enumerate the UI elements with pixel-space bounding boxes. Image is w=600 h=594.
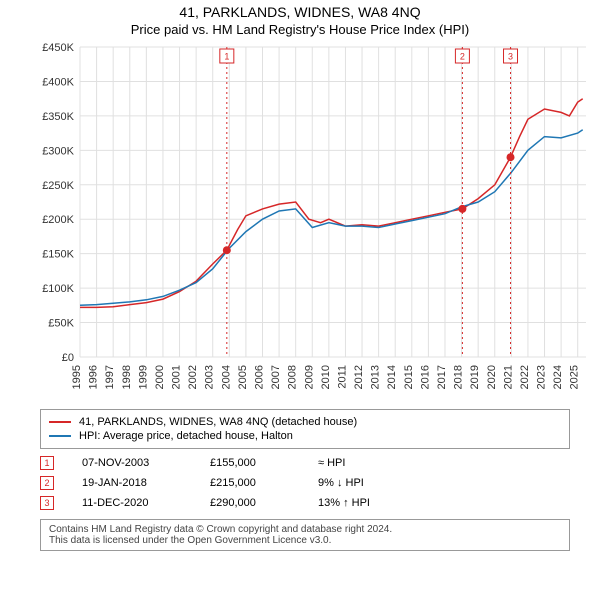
x-tick-label: 2020 <box>486 365 498 389</box>
sales-date: 07-NOV-2003 <box>82 457 182 469</box>
legend-label: HPI: Average price, detached house, Halt… <box>79 430 293 442</box>
sales-num-box: 2 <box>40 476 54 490</box>
y-tick-label: £50K <box>48 318 74 330</box>
y-tick-label: £400K <box>42 76 74 88</box>
x-tick-label: 2004 <box>220 365 232 389</box>
sales-table: 1 07-NOV-2003 £155,000 ≈ HPI 2 19-JAN-2018 £21… <box>40 453 570 513</box>
sales-price: £290,000 <box>210 497 290 509</box>
x-tick-label: 2005 <box>237 365 249 389</box>
x-tick-label: 2016 <box>419 365 431 389</box>
attribution-box: Contains HM Land Registry data © Crown c… <box>40 519 570 551</box>
x-tick-label: 2014 <box>386 365 398 389</box>
sales-row: 3 11-DEC-2020 £290,000 13% ↑ HPI <box>40 493 570 513</box>
x-tick-label: 2019 <box>469 365 481 389</box>
chart-title: 41, PARKLANDS, WIDNES, WA8 4NQ <box>0 4 600 20</box>
sales-num-box: 1 <box>40 456 54 470</box>
legend-row: HPI: Average price, detached house, Halt… <box>49 430 561 442</box>
legend-row: 41, PARKLANDS, WIDNES, WA8 4NQ (detached… <box>49 416 561 428</box>
x-tick-label: 2003 <box>204 365 216 389</box>
x-tick-label: 2010 <box>320 365 332 389</box>
y-tick-label: £0 <box>62 352 74 364</box>
x-tick-label: 2006 <box>253 365 265 389</box>
x-tick-label: 2025 <box>569 365 581 389</box>
x-tick-label: 2021 <box>502 365 514 389</box>
x-tick-label: 2024 <box>552 365 564 389</box>
legend-swatch <box>49 435 71 437</box>
sales-row: 1 07-NOV-2003 £155,000 ≈ HPI <box>40 453 570 473</box>
legend: 41, PARKLANDS, WIDNES, WA8 4NQ (detached… <box>40 409 570 449</box>
y-tick-label: £100K <box>42 283 74 295</box>
x-tick-label: 2018 <box>453 365 465 389</box>
x-tick-label: 2022 <box>519 365 531 389</box>
sales-price: £155,000 <box>210 457 290 469</box>
x-tick-label: 2002 <box>187 365 199 389</box>
sale-marker-num: 3 <box>508 51 513 61</box>
x-tick-label: 2015 <box>403 365 415 389</box>
sales-vs-hpi: 13% ↑ HPI <box>318 497 408 509</box>
legend-label: 41, PARKLANDS, WIDNES, WA8 4NQ (detached… <box>79 416 357 428</box>
sales-vs-hpi: ≈ HPI <box>318 457 408 469</box>
x-tick-label: 2023 <box>536 365 548 389</box>
sales-price: £215,000 <box>210 477 290 489</box>
y-tick-label: £450K <box>42 42 74 54</box>
x-tick-label: 1995 <box>71 365 83 389</box>
y-tick-label: £250K <box>42 180 74 192</box>
sales-row: 2 19-JAN-2018 £215,000 9% ↓ HPI <box>40 473 570 493</box>
x-tick-label: 1998 <box>121 365 133 389</box>
legend-swatch <box>49 421 71 423</box>
sale-dot <box>507 153 515 161</box>
sales-num-box: 3 <box>40 496 54 510</box>
y-tick-label: £300K <box>42 145 74 157</box>
plot-area: £0 £50K £100K £150K £200K £250K £300K £350K £400… <box>36 41 596 401</box>
x-tick-label: 2009 <box>303 365 315 389</box>
x-tick-label: 2001 <box>171 365 183 389</box>
sales-date: 19-JAN-2018 <box>82 477 182 489</box>
x-tick-label: 2008 <box>287 365 299 389</box>
y-tick-label: £200K <box>42 214 74 226</box>
y-tick-label: £150K <box>42 249 74 261</box>
sales-vs-hpi: 9% ↓ HPI <box>318 477 408 489</box>
x-tick-label: 1999 <box>137 365 149 389</box>
sale-marker-num: 1 <box>224 51 229 61</box>
x-tick-label: 2000 <box>154 365 166 389</box>
sales-date: 11-DEC-2020 <box>82 497 182 509</box>
chart-svg: £0 £50K £100K £150K £200K £250K £300K £350K £400… <box>36 41 596 401</box>
x-tick-label: 2012 <box>353 365 365 389</box>
x-tick-label: 2011 <box>336 365 348 389</box>
x-tick-label: 2013 <box>370 365 382 389</box>
series-property <box>80 99 583 308</box>
x-tick-label: 1997 <box>104 365 116 389</box>
attribution-line-2: This data is licensed under the Open Gov… <box>49 535 561 546</box>
x-tick-label: 2007 <box>270 365 282 389</box>
chart-subtitle: Price paid vs. HM Land Registry's House … <box>0 22 600 37</box>
sale-marker-num: 2 <box>460 51 465 61</box>
x-tick-label: 2017 <box>436 365 448 389</box>
sale-dot <box>223 246 231 254</box>
x-tick-label: 1996 <box>88 365 100 389</box>
y-tick-label: £350K <box>42 111 74 123</box>
attribution-line-1: Contains HM Land Registry data © Crown c… <box>49 524 561 535</box>
sale-dot <box>458 205 466 213</box>
